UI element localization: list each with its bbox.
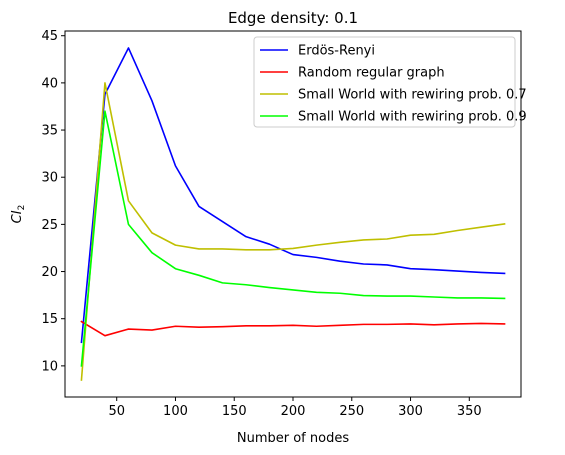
x-tick-label: 300 (398, 404, 423, 419)
series-line-2 (80, 320, 506, 337)
x-tick-label: 100 (163, 404, 188, 419)
legend-box (253, 36, 516, 128)
y-tick-label: 45 (41, 29, 58, 44)
x-tick-label: 350 (457, 404, 482, 419)
series-line-1 (80, 47, 506, 344)
legend-label: Small World with rewiring prob. 0.9 (298, 110, 527, 125)
y-axis-label: CI2 (10, 205, 27, 224)
legend: Erdös-Renyi Random regular graph Small Wor… (253, 36, 527, 128)
legend-label: Small World with rewiring prob. 0.7 (298, 88, 527, 103)
series-line-4 (80, 110, 506, 367)
x-tick-label: 150 (222, 404, 247, 419)
x-axis-ticks: 50 100 150 200 250 300 350 (108, 397, 482, 419)
series-line-3 (80, 82, 506, 381)
legend-label: Erdös-Renyi (298, 44, 375, 59)
x-tick-label: 250 (339, 404, 364, 419)
chart-title: Edge density: 0.1 (228, 9, 358, 27)
y-tick-label: 25 (41, 218, 58, 233)
legend-entries: Erdös-Renyi Random regular graph Small Wor… (260, 44, 527, 125)
y-tick-label: 20 (41, 265, 58, 280)
y-tick-label: 30 (41, 171, 58, 186)
y-axis-ticks: 10 15 20 25 30 35 40 45 (41, 29, 65, 374)
y-tick-label: 35 (41, 124, 58, 139)
y-axis-label-subscript: 2 (17, 205, 27, 211)
y-tick-label: 15 (41, 312, 58, 327)
legend-label: Random regular graph (298, 66, 445, 81)
y-tick-label: 40 (41, 76, 58, 91)
x-axis-label: Number of nodes (237, 431, 349, 446)
x-tick-label: 200 (281, 404, 306, 419)
plot-area: 50 100 150 200 250 300 350 10 15 20 25 30 35 40 45 (41, 29, 522, 419)
y-tick-label: 10 (41, 359, 58, 374)
series-layer (80, 47, 506, 381)
y-axis-label-main: CI (10, 210, 25, 223)
x-tick-label: 50 (108, 404, 125, 419)
